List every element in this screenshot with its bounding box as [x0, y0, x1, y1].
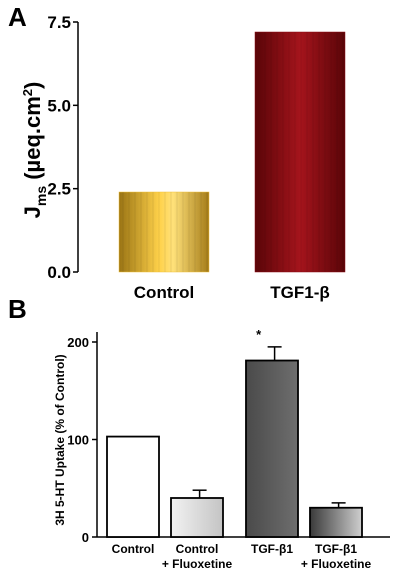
panel-b-bar	[106, 435, 160, 538]
panel-a-ytick-label: 2.5	[47, 180, 71, 199]
panel-b-bar	[309, 506, 363, 538]
panel-a-letter: A	[8, 2, 27, 32]
panel-b-xtick-label: TGF-β1	[251, 542, 293, 556]
panel-a-ytick-label: 7.5	[47, 13, 71, 32]
panel-b-xtick-label: TGF-β1	[315, 542, 357, 556]
panel-a-xtick-label: Control	[134, 283, 194, 302]
panel-a-chart: 0.0 2.5 5.0 7.5 Control TGF1-β	[47, 13, 346, 302]
panel-b-letter: B	[8, 294, 27, 324]
panel-b-bar	[245, 359, 299, 538]
panel-b-xtick-label: + Fluoxetine	[162, 557, 233, 571]
panel-b-xtick-label: + Fluoxetine	[301, 557, 372, 571]
panel-a-ylabel: Jms (µeq.cm2)	[20, 82, 49, 219]
panel-b-significance-marker: *	[256, 327, 262, 342]
panel-a-xtick-label: TGF1-β	[270, 283, 329, 302]
panel-b-xtick-label: Control	[112, 542, 155, 556]
panel-b-bar	[170, 497, 224, 538]
panel-b-ylabel: 3H 5-HT Uptake (% of Control)	[53, 354, 67, 525]
panel-a-ytick-label: 5.0	[47, 96, 71, 115]
panel-b-xtick-label: Control	[176, 542, 219, 556]
panel-b-ytick-label: 0	[82, 530, 89, 545]
panel-a-bar	[254, 31, 346, 273]
panel-b-ytick-label: 100	[67, 433, 89, 448]
panel-b-ytick-label: 200	[67, 335, 89, 350]
panel-a-ytick-label: 0.0	[47, 263, 71, 282]
panel-a-bar	[118, 191, 210, 273]
